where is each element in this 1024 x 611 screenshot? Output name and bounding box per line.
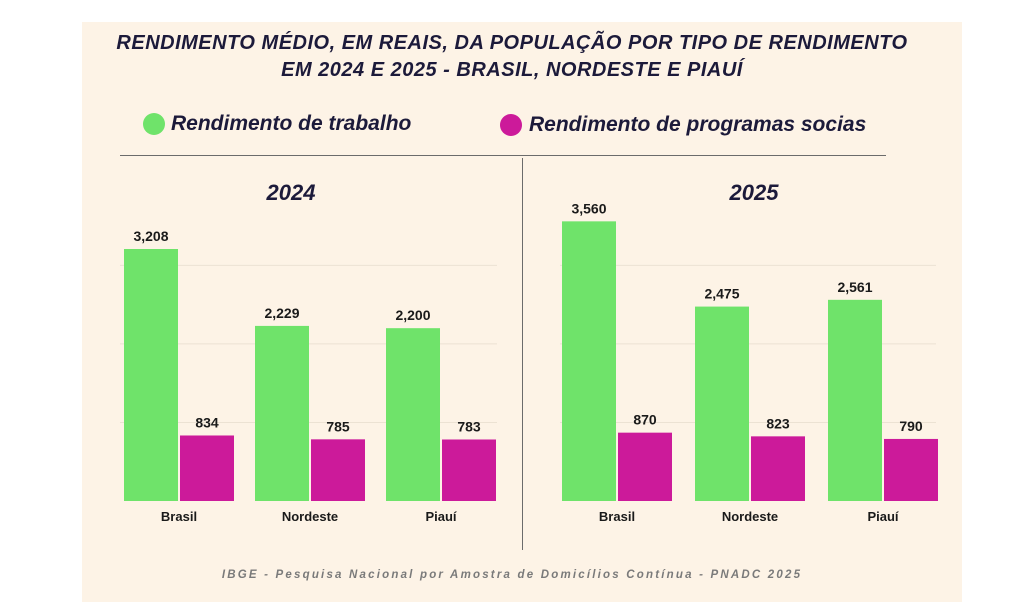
bar-programas [311,439,365,501]
data-label: 2,200 [395,307,430,323]
category-label: Piauí [867,509,898,524]
panel-title-2025: 2025 [729,180,779,205]
data-label: 3,560 [571,200,606,216]
legend-label-programas: Rendimento de programas socias [529,113,867,136]
category-label: Nordeste [282,509,338,524]
chart-panel-2024: 3,208 834 Brasil 2,229 785 Nordeste 2,200 783 Pi… [120,228,497,524]
category-label: Nordeste [722,509,778,524]
data-label: 870 [633,412,657,428]
source-note: IBGE - Pesquisa Nacional por Amostra de … [221,569,803,581]
bar-trabalho [255,325,309,501]
header-divider [120,155,886,156]
bar-trabalho [828,299,882,501]
data-label: 823 [766,415,790,431]
data-label: 834 [195,414,219,430]
category-label: Brasil [599,509,635,524]
bar-programas [180,435,234,501]
data-label: 2,229 [264,305,299,321]
bar-programas [751,436,805,501]
panel-title-2024: 2024 [266,180,316,205]
bar-trabalho [386,328,440,501]
data-label: 2,475 [704,286,739,302]
data-label: 3,208 [133,228,168,244]
bar-trabalho [562,221,616,501]
category-label: Brasil [161,509,197,524]
bar-programas [618,432,672,501]
data-label: 2,561 [837,279,872,295]
bar-trabalho [124,249,178,501]
data-label: 790 [899,418,923,434]
data-label: 783 [457,418,481,434]
chart-title-line-1: RENDIMENTO MÉDIO, EM REAIS, DA POPULAÇÃO… [116,32,908,54]
legend-marker-programas [500,114,522,136]
category-label: Piauí [425,509,456,524]
panel-divider [522,158,523,550]
bar-programas [884,438,938,501]
chart-title-line-2: EM 2024 E 2025 - BRASIL, NORDESTE E PIAU… [281,59,743,81]
chart-panel-2025: 3,560 870 Brasil 2,475 823 Nordeste 2,561 790 Pi… [560,200,938,524]
bar-programas [442,439,496,501]
bar-trabalho [695,306,749,501]
data-label: 785 [326,418,350,434]
legend-label-trabalho: Rendimento de trabalho [171,112,412,135]
legend-marker-trabalho [143,113,165,135]
